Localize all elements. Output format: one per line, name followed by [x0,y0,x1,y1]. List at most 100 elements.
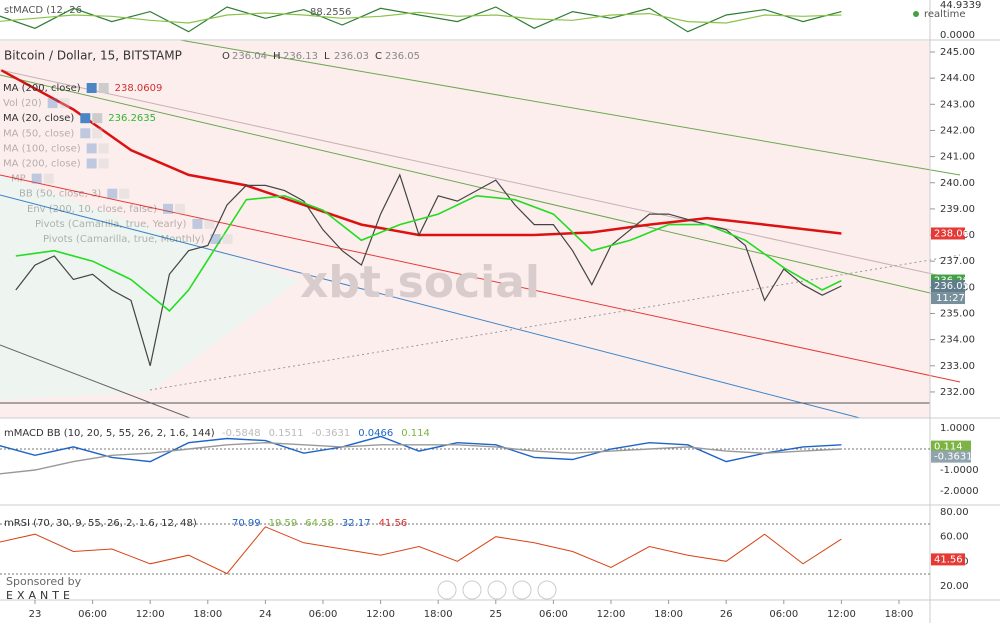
series-line [0,6,842,33]
trend-line [0,69,961,281]
x-tick-label: 18:00 [654,609,683,620]
chart-title: Bitcoin / Dollar, 15, BITSTAMP [4,49,182,63]
close-button[interactable] [43,173,54,184]
y-tick-label: 235.00 [940,309,975,320]
countdown: 11:27 [936,293,965,304]
indicator-row: BB (50, close, 3) [19,188,130,200]
y-tick-label: 243.00 [940,99,975,110]
eye-button[interactable] [86,83,97,93]
eye-button[interactable] [86,143,97,154]
series-line [0,435,842,463]
y-tick-label: 60.00 [940,532,969,543]
y-tick-label: -1.0000 [940,465,979,476]
close-button[interactable] [204,218,215,229]
nav-buttons [437,580,557,600]
eye-button[interactable] [80,113,91,124]
y-tick-label: 244.00 [940,73,975,84]
series-line [15,194,842,312]
x-tick-label: 12:00 [366,609,395,620]
indicator-value: 64.58 [305,518,334,529]
trend-line [179,39,961,176]
nav-button[interactable] [512,580,532,600]
y-tick-label: 245.00 [940,47,975,58]
close-button[interactable] [222,234,233,244]
ohlc-key: C [375,51,382,62]
indicator-name: MP [11,174,26,185]
realtime-dot [913,11,919,17]
ohlc-value: 236.03 [334,51,369,62]
indicator-name: MA (20, close) [3,113,74,124]
price-label-bg [931,553,965,566]
watermark: xbt.social [300,257,540,308]
sponsor-name[interactable]: EXANTE [6,589,74,602]
indicator-name: MA (50, close) [3,128,74,139]
close-button[interactable] [92,113,103,124]
eye-button[interactable] [80,128,91,139]
indicator-value: 19.59 [269,518,298,529]
x-tick-label: 12:00 [597,609,626,620]
price-label-bg [931,227,965,240]
y-tick-label: 240.00 [940,178,975,189]
x-tick-label: 12:00 [136,609,165,620]
y-tick-label: 234.00 [940,335,975,346]
x-tick-label: 06:00 [78,609,107,620]
close-button[interactable] [59,98,70,109]
indicator-value: 70.99 [232,518,261,529]
trend-line [149,254,961,391]
ohlc-value: 236.04 [232,51,267,62]
close-button[interactable] [98,143,109,154]
x-tick-label: 18:00 [193,609,222,620]
x-tick-label: 06:00 [769,609,798,620]
trend-line [0,194,861,419]
eye-button[interactable] [107,188,118,199]
close-button[interactable] [98,83,109,93]
eye-button[interactable] [163,203,173,214]
indicator-value: 32.17 [342,518,371,529]
nav-button[interactable] [537,580,557,600]
indicator-value: 236.2635 [108,113,156,124]
eye-button[interactable] [31,173,42,184]
series-line [0,441,842,475]
close-button[interactable] [119,188,130,199]
stmacd-value: 88.2556 [310,7,351,18]
indicator-value: 41.56 [379,518,408,529]
ohlc-key: O [222,51,230,62]
indicator-value: -0.3631 [312,428,351,439]
indicator-row: Vol (20) [3,98,70,109]
indicator-value: 0.1511 [269,428,304,439]
close-button[interactable] [92,128,103,139]
series-line [0,526,842,575]
indicator-row: MA (200, close) 238.0609 [3,83,162,94]
indicator-value: 0.0466 [358,428,393,439]
eye-button[interactable] [192,218,203,229]
realtime[interactable]: realtime [924,9,966,20]
eye-button[interactable] [47,98,58,109]
y-tick-label: 1.0000 [940,423,975,434]
x-tick-label: 23 [29,609,42,620]
y-tick-label: -2.0000 [940,486,979,497]
indicator-row: MP [11,173,54,185]
y-tick-label: 80.00 [940,507,969,518]
y-tick-label: 239.00 [940,204,975,215]
y-tick-label: 44.9339 [940,0,981,11]
indicator-row: MA (200, close) [3,158,109,170]
eye-button[interactable] [210,234,221,244]
y-tick-label: 242.00 [940,125,975,136]
indicator-row: Pivots (Camarilla, true, Monthly) [43,234,233,245]
close-button[interactable] [175,203,185,214]
indicator-row: MA (100, close) [3,143,109,154]
y-tick-label: 237.00 [940,256,975,267]
nav-button[interactable] [437,580,457,600]
eye-button[interactable] [86,158,97,169]
indicator-name: Pivots (Camarilla, true, Monthly) [43,234,205,245]
rsi-label: mRSI (70, 30, 9, 55, 26, 2, 1.6, 12, 48) [4,518,197,529]
nav-button[interactable] [487,580,507,600]
trend-line [0,174,961,383]
close-button[interactable] [98,158,109,169]
nav-button[interactable] [462,580,482,600]
series-line [0,11,842,24]
ohlc-key: H [273,51,281,62]
price-label-bg [931,440,971,453]
x-tick-label: 12:00 [827,609,856,620]
